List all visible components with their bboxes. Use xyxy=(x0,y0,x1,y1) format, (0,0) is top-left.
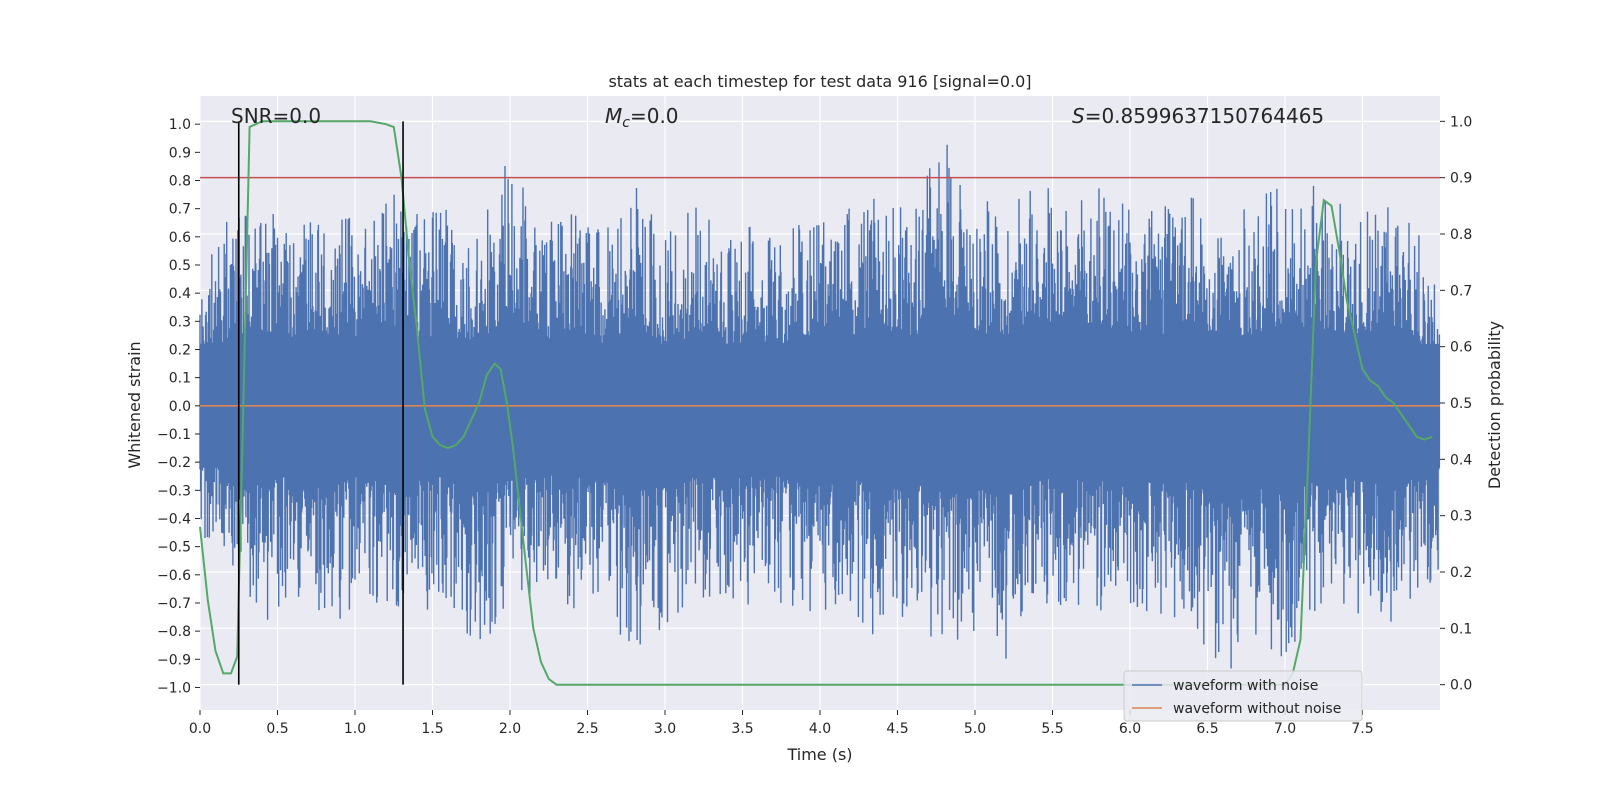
y-tick-label-17: −0.7 xyxy=(157,596,191,612)
score-annotation: S=0.8599637150764465 xyxy=(1072,104,1324,128)
legend-box xyxy=(1123,670,1363,722)
x-tick-label-9: 4.5 xyxy=(886,721,908,737)
y-right-tick-label-8: 0.2 xyxy=(1450,565,1472,581)
y-right-tick-label-10: 0.0 xyxy=(1450,678,1472,694)
legend: waveform with noise waveform without noi… xyxy=(1123,670,1363,722)
y-axis-ticks: 1.0 0.9 0.8 0.7 0.6 0.5 0.4 0.3 0.2 0.1 0.0 −0.1 −0.… xyxy=(157,117,200,696)
y-right-tick-label-2: 0.8 xyxy=(1450,227,1472,243)
x-tick-label-6: 3.0 xyxy=(654,721,676,737)
y-tick-label-1: 0.9 xyxy=(169,145,191,161)
chart-title: stats at each timestep for test data 916… xyxy=(608,72,1031,91)
y-tick-label-4: 0.6 xyxy=(169,230,191,246)
x-tick-label-5: 2.5 xyxy=(576,721,598,737)
y-tick-label-19: −0.9 xyxy=(157,652,191,668)
chirp-mass-annotation: Mc=0.0 xyxy=(605,104,679,131)
y-tick-label-12: −0.2 xyxy=(157,455,191,471)
y-right-axis-label: Detection probability xyxy=(1485,321,1504,489)
y-right-tick-label-7: 0.3 xyxy=(1450,509,1472,525)
y-right-tick-label-5: 0.5 xyxy=(1450,396,1472,412)
score-value: =0.8599637150764465 xyxy=(1085,104,1324,128)
x-tick-label-3: 1.5 xyxy=(421,721,443,737)
chirp-mass-symbol: M xyxy=(605,104,622,128)
chirp-mass-value: =0.0 xyxy=(630,104,679,128)
y-tick-label-20: −1.0 xyxy=(157,680,191,696)
y-tick-label-16: −0.6 xyxy=(157,568,191,584)
x-tick-label-7: 3.5 xyxy=(731,721,753,737)
legend-label-noise: waveform with noise xyxy=(1173,678,1318,694)
x-tick-label-0: 0.0 xyxy=(189,721,211,737)
y-tick-label-6: 0.4 xyxy=(169,286,191,302)
y-tick-label-13: −0.3 xyxy=(157,483,191,499)
x-tick-label-13: 6.5 xyxy=(1196,721,1218,737)
y-tick-label-15: −0.5 xyxy=(157,540,191,556)
y-tick-label-9: 0.1 xyxy=(169,371,191,387)
y-right-tick-label-1: 0.9 xyxy=(1450,171,1472,187)
x-tick-label-12: 6.0 xyxy=(1119,721,1141,737)
y-tick-label-18: −0.8 xyxy=(157,624,191,640)
x-tick-label-14: 7.0 xyxy=(1274,721,1296,737)
chirp-mass-subscript: c xyxy=(622,115,630,131)
y-right-tick-label-6: 0.4 xyxy=(1450,452,1472,468)
vertical-markers xyxy=(237,121,404,685)
y-tick-label-7: 0.3 xyxy=(169,314,191,330)
x-tick-label-15: 7.5 xyxy=(1351,721,1373,737)
y-right-tick-label-3: 0.7 xyxy=(1450,283,1472,299)
x-axis-label: Time (s) xyxy=(786,745,852,764)
x-tick-label-1: 0.5 xyxy=(266,721,288,737)
detection-probability-line xyxy=(199,120,1433,686)
y-tick-label-10: 0.0 xyxy=(169,399,191,415)
y-right-tick-label-4: 0.6 xyxy=(1450,340,1472,356)
y-tick-label-11: −0.1 xyxy=(157,427,191,443)
y-tick-label-3: 0.7 xyxy=(169,202,191,218)
y-tick-label-8: 0.2 xyxy=(169,342,191,358)
x-tick-label-11: 5.5 xyxy=(1041,721,1063,737)
detection-probability-series xyxy=(199,120,1433,686)
y-axis-label: Whitened strain xyxy=(125,341,144,468)
y-tick-label-2: 0.8 xyxy=(169,173,191,189)
y-right-tick-label-0: 1.0 xyxy=(1450,114,1472,130)
y-tick-label-5: 0.5 xyxy=(169,258,191,274)
snr-annotation: SNR=0.0 xyxy=(231,104,321,128)
y-tick-label-0: 1.0 xyxy=(169,117,191,133)
legend-label-clean: waveform without noise xyxy=(1173,701,1341,717)
score-symbol: S xyxy=(1072,104,1085,128)
y-tick-label-14: −0.4 xyxy=(157,511,191,527)
x-tick-label-8: 4.0 xyxy=(809,721,831,737)
x-tick-label-2: 1.0 xyxy=(344,721,366,737)
y-right-axis-ticks: 1.0 0.9 0.8 0.7 0.6 0.5 0.4 0.3 0.2 0.1 0.0 xyxy=(1440,114,1472,694)
x-tick-label-10: 5.0 xyxy=(964,721,986,737)
x-axis-ticks: 0.0 0.5 1.0 1.5 2.0 2.5 3.0 3.5 4.0 4.5 5.0 5.5 6.0 6… xyxy=(189,710,1374,737)
x-tick-label-4: 2.0 xyxy=(499,721,521,737)
y-right-tick-label-9: 0.1 xyxy=(1450,621,1472,637)
